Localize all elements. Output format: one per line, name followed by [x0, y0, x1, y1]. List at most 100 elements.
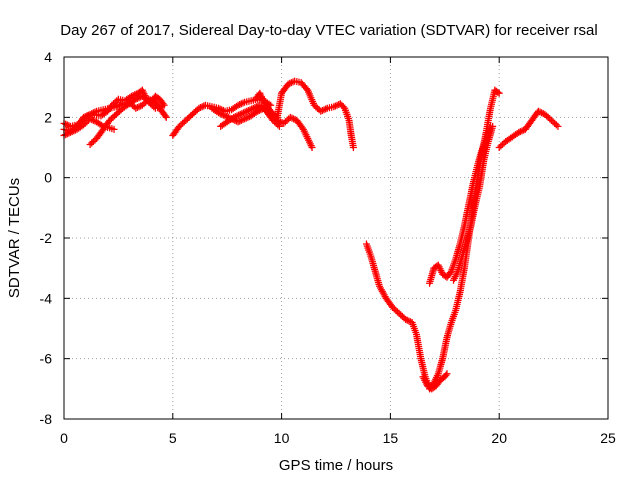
x-tick-label: 10 — [274, 430, 290, 446]
data-point — [88, 139, 96, 147]
data-point — [138, 92, 146, 100]
data-point — [188, 110, 196, 118]
data-point — [280, 119, 288, 127]
data-points — [60, 77, 562, 393]
data-point — [197, 104, 205, 112]
data-point — [242, 114, 250, 122]
data-point — [248, 105, 256, 113]
data-point — [538, 109, 546, 117]
data-point — [216, 110, 224, 118]
y-tick-label: -8 — [40, 411, 53, 427]
data-point — [109, 113, 117, 121]
data-point — [233, 112, 241, 120]
data-point — [495, 89, 503, 97]
data-point — [551, 119, 559, 127]
y-tick-label: 0 — [44, 170, 52, 186]
x-axis-label: GPS time / hours — [279, 457, 393, 474]
data-point — [183, 115, 191, 123]
data-point — [330, 103, 338, 111]
data-point — [145, 98, 153, 106]
data-point — [236, 117, 244, 125]
data-point — [442, 371, 450, 379]
data-point — [234, 101, 242, 109]
data-point — [390, 305, 398, 313]
y-tick-label: -4 — [40, 290, 53, 306]
data-point — [230, 113, 238, 121]
data-point — [83, 112, 91, 120]
data-point — [221, 112, 229, 120]
data-point — [150, 103, 158, 111]
data-point — [389, 303, 397, 311]
data-point — [185, 113, 193, 121]
data-point — [541, 110, 549, 118]
data-point — [256, 101, 264, 109]
data-point — [190, 109, 198, 117]
data-point — [288, 114, 296, 122]
data-point — [86, 110, 94, 118]
data-point — [395, 309, 403, 317]
data-point — [239, 116, 247, 124]
data-point — [498, 140, 506, 148]
data-point — [543, 112, 551, 120]
data-point — [267, 107, 275, 115]
data-point — [143, 97, 151, 105]
data-point — [547, 116, 555, 124]
data-point — [198, 103, 206, 111]
data-point — [180, 118, 188, 126]
data-point — [339, 103, 347, 111]
data-point — [218, 110, 226, 118]
data-point — [495, 144, 503, 151]
data-point — [549, 118, 557, 126]
data-point — [312, 103, 320, 111]
data-point — [397, 311, 405, 319]
data-point — [231, 113, 239, 121]
data-point — [283, 116, 291, 124]
data-point — [274, 121, 282, 129]
y-tick-label: -6 — [40, 351, 53, 367]
data-point — [281, 118, 289, 126]
data-point — [86, 140, 94, 148]
data-point — [554, 122, 562, 130]
data-point — [114, 102, 122, 110]
data-point — [287, 79, 295, 87]
data-point — [546, 115, 554, 123]
data-point — [88, 116, 96, 124]
data-point — [241, 115, 249, 123]
data-point — [318, 107, 326, 115]
data-point — [286, 113, 294, 121]
data-point — [192, 107, 200, 115]
data-point — [219, 111, 227, 119]
grid-lines — [63, 56, 609, 420]
data-point — [162, 113, 170, 121]
data-point — [214, 109, 222, 117]
data-point — [111, 112, 119, 120]
data-point — [290, 115, 298, 123]
data-point — [113, 97, 121, 105]
data-point — [175, 122, 183, 130]
data-point — [320, 106, 328, 114]
data-point — [237, 116, 245, 124]
data-point — [133, 104, 141, 112]
data-point — [63, 130, 71, 138]
data-point — [177, 121, 185, 129]
data-point — [402, 315, 410, 323]
data-point — [138, 101, 146, 109]
data-point — [140, 100, 148, 108]
data-point — [83, 118, 91, 126]
data-point — [140, 94, 148, 102]
data-point — [349, 144, 357, 151]
data-point — [142, 95, 150, 103]
data-point — [195, 104, 203, 112]
data-point — [182, 116, 190, 124]
y-axis-label: SDTVAR / TECUs — [6, 178, 23, 298]
data-point — [518, 127, 526, 135]
data-point — [115, 101, 123, 109]
data-point — [308, 144, 316, 151]
x-tick-label: 15 — [383, 430, 399, 446]
data-point — [494, 88, 502, 96]
data-point — [244, 113, 252, 121]
data-point — [133, 94, 141, 102]
data-point — [81, 113, 89, 121]
data-point — [241, 108, 249, 116]
data-point — [84, 111, 92, 119]
